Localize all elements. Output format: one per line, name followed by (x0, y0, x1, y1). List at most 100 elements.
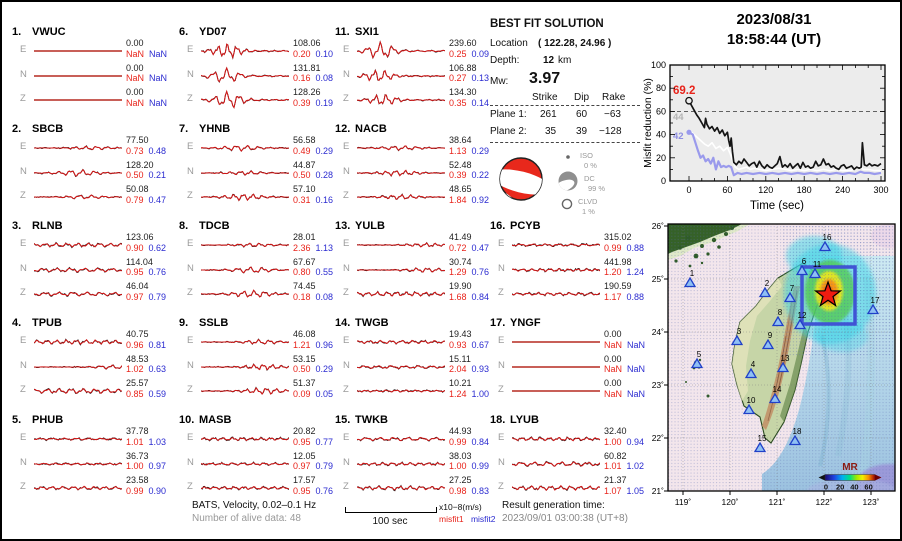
misfit-plot-svg: 69.2 44 42 0 60 120 180 240 300 0 20 40 60 80 100 Time … (642, 60, 889, 212)
channel-row-z: Z 190.59 1.17 0.88 (490, 281, 650, 307)
channel-row-z: Z 10.21 1.24 1.00 (335, 378, 495, 404)
amplitude-value: 128.26 (293, 87, 321, 97)
waveform-pcyb-z (512, 291, 600, 297)
channel-label: Z (343, 481, 349, 492)
station-number-label: 6 (802, 257, 807, 266)
misfit1-legend: misfit1 (439, 514, 464, 524)
svg-text:60: 60 (722, 185, 732, 195)
channel-values: 315.02 0.99 0.88 (604, 232, 644, 253)
amplitude-value: 77.50 (126, 135, 149, 145)
channel-label: Z (20, 93, 26, 104)
channel-row-z: Z 51.37 0.09 0.05 (179, 378, 339, 404)
channel-values: 38.64 1.13 0.29 (449, 135, 489, 156)
waveform-twgb-e (357, 339, 445, 345)
svg-text:69.2: 69.2 (673, 85, 695, 97)
channel-values: 108.06 0.20 0.10 (293, 38, 333, 59)
waveform-yd07-z (201, 89, 289, 109)
svg-text:44: 44 (673, 112, 684, 123)
svg-text:80: 80 (656, 83, 666, 93)
mw-label: Mw: (490, 76, 509, 87)
misfit1-value: 0.25 (449, 48, 467, 59)
misfit-ylabel: Misfit reduction (%) (642, 78, 654, 168)
channel-label: E (343, 44, 350, 55)
misfit1-value: 0.95 (293, 485, 311, 496)
waveform-sslb-z (201, 386, 289, 396)
channel-values: 46.04 0.97 0.79 (126, 281, 166, 302)
channel-row-e: E 315.02 0.99 0.88 (490, 232, 650, 258)
colorbar-tick: 0 (824, 483, 828, 492)
channel-label: N (343, 262, 350, 274)
amplitude-value: 123.06 (126, 232, 154, 242)
channel-values: 19.90 1.68 0.84 (449, 281, 489, 302)
lon-label: 123˚ (862, 497, 879, 507)
misfit2-legend: misfit2 (470, 514, 496, 524)
channel-label: E (20, 432, 27, 443)
station-title: 16. PCYB (490, 220, 541, 232)
amplitude-value: 41.49 (449, 232, 472, 242)
misfit1-value: 0.50 (293, 170, 311, 180)
plane2-rake: −128 (599, 126, 622, 137)
channel-values: 32.40 1.00 0.94 (604, 426, 644, 447)
amplitude-value: 21.37 (604, 475, 627, 485)
station-number-label: 2 (765, 279, 770, 288)
amplitude-value: 46.08 (293, 329, 316, 339)
waveform-sxi1-z (357, 93, 445, 105)
misfit2-value: 0.92 (471, 194, 490, 205)
channel-row-n: N 52.48 0.39 0.22 (335, 160, 495, 186)
channel-values: 44.87 0.50 0.28 (293, 160, 333, 181)
channel-row-n: N 53.15 0.50 0.29 (179, 354, 339, 380)
svg-text:ISO: ISO (580, 151, 593, 160)
misfit2-value: NaN (627, 364, 646, 374)
amplitude-value: 67.67 (293, 256, 316, 267)
misfit1-value: 0.39 (293, 97, 311, 108)
channel-values: 44.93 0.99 0.84 (449, 426, 489, 447)
misfit1-value: NaN (126, 97, 145, 108)
svg-text:0 %: 0 % (584, 161, 597, 170)
station-triangle-icon-16 (818, 240, 832, 252)
waveform-tdcb-e (201, 242, 289, 248)
channel-values: 37.78 1.01 1.03 (126, 426, 166, 447)
channel-values: 60.82 1.01 1.02 (604, 451, 644, 472)
station-block-yngf: 17. YNGF E 0.00 NaN NaN N 0.00 NaN NaN Z 0.00 NaN NaN (490, 317, 650, 412)
channel-label: E (498, 335, 505, 346)
amplitude-value: 134.30 (449, 87, 477, 97)
misfit2-value: 0.55 (315, 267, 334, 277)
alive-data-label: Number of alive data: 48 (192, 513, 301, 524)
amplitude-value: 20.82 (293, 426, 316, 436)
channel-values: 67.67 0.80 0.55 (293, 257, 333, 278)
station-triangle-icon-13 (776, 361, 790, 373)
lon-label: 121˚ (768, 497, 785, 507)
channel-row-z: Z 25.57 0.85 0.59 (12, 378, 172, 404)
misfit1-value: NaN (604, 364, 623, 374)
channel-row-n: N 44.87 0.50 0.28 (179, 160, 339, 186)
colorbar-tick: 40 (850, 483, 858, 492)
station-triangle-icon-3 (730, 334, 744, 346)
misfit2-value: 1.24 (626, 267, 645, 277)
misfit2-value: 0.13 (471, 73, 490, 83)
misfit1-value: 1.68 (449, 291, 467, 302)
waveform-yd07-e (201, 43, 289, 60)
channel-label: E (20, 238, 27, 249)
channel-row-n: N 106.88 0.27 0.13 (335, 63, 495, 89)
colorbar-tick: 20 (836, 483, 844, 492)
channel-values: 0.00 NaN NaN (604, 354, 645, 375)
amplitude-value: 74.45 (293, 281, 316, 291)
misfit2-value: 0.79 (315, 461, 334, 471)
station-triangle-icon-15 (753, 441, 767, 453)
station-block-yhnb: 7. YHNB E 56.58 0.49 0.29 N 44.87 0.50 0.28 Z 57.10… (179, 123, 339, 218)
event-date: 2023/08/31 (736, 11, 812, 28)
channel-label: N (498, 456, 505, 468)
amplitude-value: 441.98 (604, 256, 632, 267)
station-triangle-icon-17 (866, 303, 880, 315)
station-title: 5. PHUB (12, 414, 64, 426)
misfit2-value: NaN (627, 339, 646, 350)
station-block-rlnb: 3. RLNB E 123.06 0.90 0.62 N 114.04 0.95 0.76 Z 46.… (12, 220, 172, 315)
amplitude-value: 0.00 (126, 87, 144, 97)
channel-label: N (20, 68, 27, 80)
svg-text:60: 60 (656, 106, 666, 116)
channel-row-z: Z 128.26 0.39 0.19 (179, 87, 339, 113)
station-block-vwuc: 1. VWUC E 0.00 NaN NaN N 0.00 NaN NaN Z 0.00 NaN NaN (12, 26, 172, 121)
station-title: 11. SXI1 (335, 26, 379, 38)
table-divider-top (490, 105, 640, 106)
channel-label: Z (20, 384, 26, 395)
